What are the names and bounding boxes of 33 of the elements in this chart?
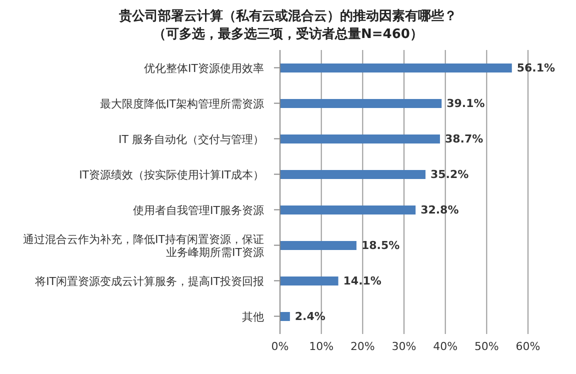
data-label: 18.5% <box>361 238 400 252</box>
data-label: 35.2% <box>430 168 469 181</box>
x-tick-label: 20% <box>350 340 375 353</box>
y-tick-label: 其他 <box>242 310 264 323</box>
y-tick-label: 使用者自我管理IT服务资源 <box>133 203 264 216</box>
data-label: 14.1% <box>343 274 382 288</box>
data-label: 2.4% <box>294 310 326 323</box>
x-tick-label: 40% <box>433 340 458 353</box>
x-tick-label: 50% <box>474 340 499 353</box>
bar <box>280 63 512 72</box>
x-tick-label: 0% <box>271 340 289 353</box>
bar <box>280 276 338 286</box>
bar <box>280 240 356 250</box>
y-tick-label: 最大限度降低IT架构管理所需资源 <box>100 96 264 110</box>
chart-title: 贵公司部署云计算（私有云或混合云）的推动因素有哪些？ <box>118 8 458 26</box>
y-tick-label: 将IT闲置资源变成云计算服务，提高IT投资回报 <box>34 274 264 288</box>
bar <box>280 98 442 108</box>
y-tick-label: IT资源绩效（按实际使用计算IT成本） <box>79 168 264 181</box>
y-tick-label: 通过混合云作为补充，降低IT持有闲置资源，保证业务峰期所需IT资源 <box>23 232 264 258</box>
bar <box>280 170 426 179</box>
data-label: 38.7% <box>444 132 484 146</box>
bar <box>280 205 416 214</box>
x-tick-label: 60% <box>516 340 540 353</box>
data-label: 32.8% <box>420 203 459 216</box>
data-label: 56.1% <box>516 61 556 74</box>
chart-subtitle: （可多选，最多选三项，受访者总量N=460） <box>152 26 424 44</box>
data-label: 39.1% <box>446 96 485 110</box>
y-tick-label: IT 服务自动化（交付与管理） <box>118 132 264 146</box>
bar <box>280 312 290 321</box>
x-tick-label: 30% <box>392 340 416 353</box>
x-tick-label: 10% <box>309 340 334 353</box>
y-tick-label: 优化整体IT资源使用效率 <box>144 61 264 74</box>
bar <box>280 134 440 144</box>
